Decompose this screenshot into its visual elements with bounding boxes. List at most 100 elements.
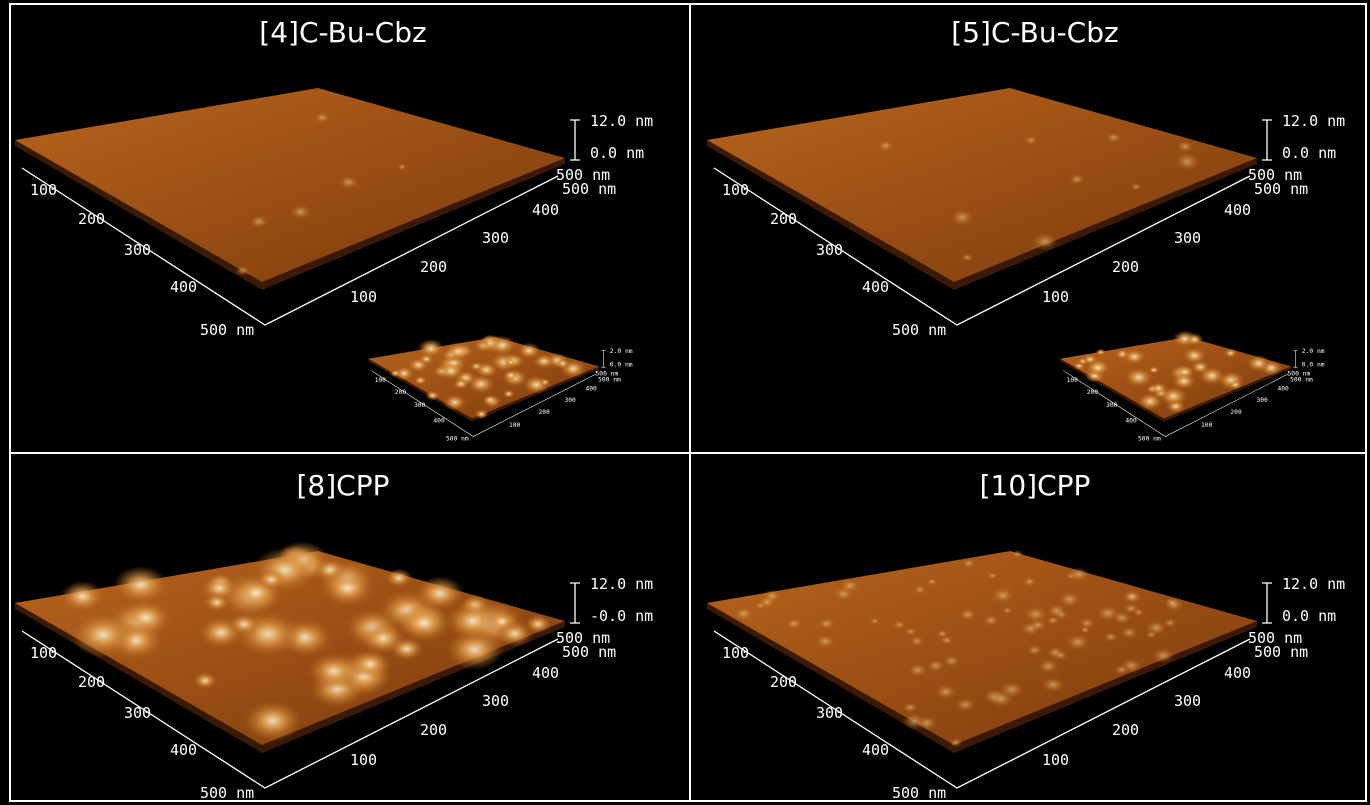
surface-feature bbox=[961, 558, 976, 569]
surface-feature bbox=[939, 635, 954, 646]
surface-feature bbox=[1024, 135, 1038, 145]
surface-feature bbox=[525, 614, 552, 634]
surface-feature bbox=[482, 394, 498, 405]
surface-feature bbox=[1002, 606, 1013, 615]
surface-feature bbox=[1145, 630, 1157, 639]
surface-feature bbox=[892, 620, 907, 630]
surface-feature bbox=[785, 617, 803, 630]
z-scale-label: 12.0 nm bbox=[590, 112, 653, 130]
axis-tick-label: 200 bbox=[538, 409, 550, 416]
surface-feature bbox=[1031, 232, 1058, 251]
axis-tick-label: 100 bbox=[1042, 288, 1069, 306]
axis bbox=[1063, 350, 1298, 437]
axis-tick-label: 200 bbox=[78, 673, 105, 691]
surface-feature bbox=[904, 627, 917, 636]
surface-feature bbox=[192, 671, 218, 690]
axis-tick-label: 300 bbox=[124, 704, 151, 722]
surface-feature bbox=[389, 636, 424, 661]
surface-feature bbox=[256, 569, 287, 590]
surface-feature bbox=[907, 663, 928, 677]
surface-feature bbox=[452, 378, 470, 390]
axis bbox=[713, 582, 1272, 789]
corner-label: 500 nm bbox=[1248, 629, 1302, 647]
axis bbox=[21, 582, 580, 789]
surface-feature bbox=[934, 684, 957, 700]
z-scale-label: 12.0 nm bbox=[1282, 112, 1345, 130]
surface-feature bbox=[203, 593, 230, 612]
z-scale-label: 0.0 nm bbox=[1302, 361, 1325, 368]
surface-feature bbox=[1130, 183, 1142, 191]
axis-tick-label: 200 bbox=[770, 210, 797, 228]
frame bbox=[9, 3, 1367, 802]
surface-feature bbox=[1046, 603, 1067, 618]
axis-tick-label: 100 bbox=[722, 644, 749, 662]
surface-feature bbox=[1163, 618, 1177, 628]
surface-feature bbox=[1026, 644, 1043, 656]
axis-tick-label: 400 bbox=[532, 664, 559, 682]
surface-feature bbox=[503, 370, 519, 381]
surface-feature bbox=[999, 681, 1024, 699]
corner-label: 500 nm bbox=[556, 629, 610, 647]
z-scale-label: 0.0 nm bbox=[1282, 607, 1336, 625]
axis-tick-label: 100 bbox=[350, 751, 377, 769]
axis-tick-label: 400 bbox=[1277, 385, 1289, 392]
axis bbox=[713, 119, 1272, 326]
surface-feature bbox=[1120, 626, 1139, 639]
axis-tick-label: 500 nm bbox=[1138, 436, 1161, 443]
axis-tick-label: 400 bbox=[862, 741, 889, 759]
axis-tick-label: 200 bbox=[1087, 389, 1099, 396]
surface-feature bbox=[1148, 366, 1160, 374]
axis-tick-label: 300 bbox=[1174, 229, 1201, 247]
surface-feature bbox=[1058, 591, 1081, 608]
axis-tick-label: 200 bbox=[1112, 721, 1139, 739]
surface-feature bbox=[902, 702, 918, 713]
surface-feature bbox=[474, 409, 489, 420]
surface-feature bbox=[1137, 392, 1163, 411]
panel-title: [4]C-Bu-Cbz bbox=[259, 16, 426, 49]
surface-feature bbox=[385, 568, 413, 588]
surface-feature bbox=[517, 342, 541, 359]
surface-feature bbox=[474, 361, 498, 378]
surface-feature bbox=[1082, 354, 1098, 365]
z-scale-label: 0.0 nm bbox=[1282, 144, 1336, 162]
surface-feature bbox=[961, 253, 974, 262]
panel-title: [10]CPP bbox=[980, 469, 1091, 502]
surface-feature bbox=[445, 628, 504, 671]
surface-feature bbox=[815, 634, 836, 649]
axis-tick-label: 300 bbox=[482, 692, 509, 710]
surface-feature bbox=[949, 208, 974, 226]
corner-label: 500 nm bbox=[1288, 371, 1311, 378]
surface-feature bbox=[877, 140, 894, 152]
surface-feature bbox=[502, 389, 515, 399]
surface-feature bbox=[982, 614, 1000, 627]
corner-label: 500 nm bbox=[1290, 376, 1313, 383]
surface-feature bbox=[1185, 333, 1204, 346]
surface-feature bbox=[913, 584, 927, 595]
axis-tick-label: 300 bbox=[124, 241, 151, 259]
surface-feature bbox=[1246, 354, 1271, 372]
surface-feature bbox=[60, 580, 105, 613]
axis-tick-label: 400 bbox=[1125, 418, 1137, 425]
surface-feature bbox=[289, 204, 312, 220]
surface-feature bbox=[1132, 608, 1145, 617]
axis-tick-label: 500 nm bbox=[892, 321, 946, 339]
surface-feature bbox=[1151, 647, 1176, 664]
surface-feature bbox=[1046, 615, 1060, 626]
surface-feature bbox=[70, 611, 136, 658]
corner-label: 500 nm bbox=[562, 180, 616, 198]
axis-tick-label: 400 bbox=[170, 741, 197, 759]
z-scale-label: 2.0 nm bbox=[610, 348, 633, 355]
surface-feature bbox=[414, 576, 465, 611]
surface-feature bbox=[1112, 611, 1132, 625]
surface-feature bbox=[539, 378, 551, 386]
surface-feature bbox=[113, 565, 168, 604]
surface-feature bbox=[1164, 597, 1180, 608]
axis-tick-label: 500 nm bbox=[892, 784, 946, 802]
corner-label: 500 nm bbox=[596, 371, 619, 378]
